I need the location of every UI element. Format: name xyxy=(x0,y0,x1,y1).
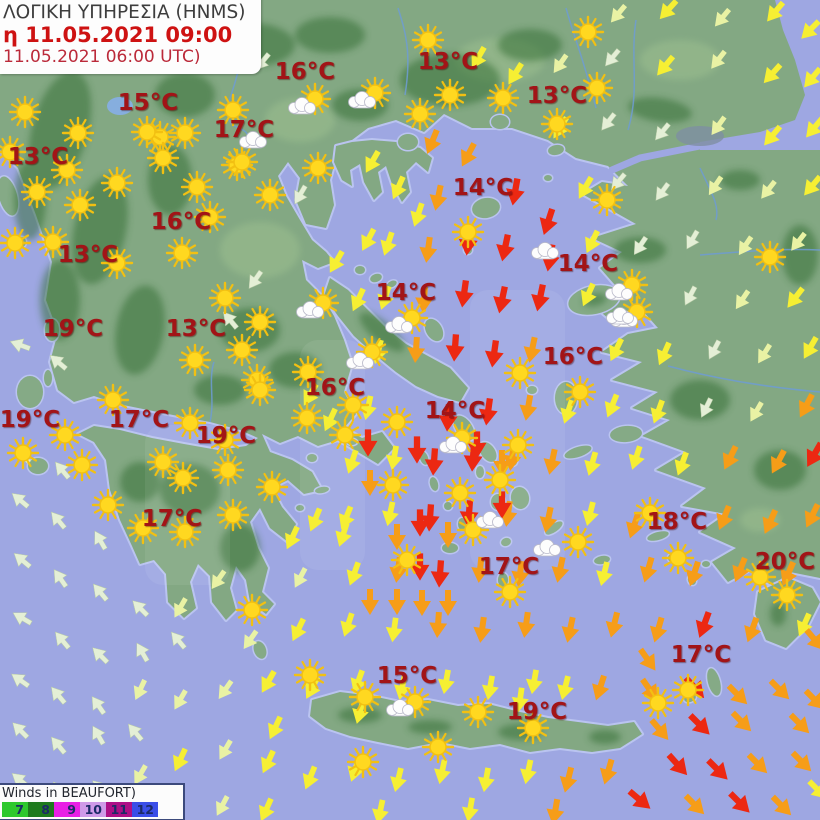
forecast-datetime-local: η 11.05.2021 09:00 xyxy=(3,23,233,48)
temperature-label: 17°C xyxy=(670,642,732,668)
temperature-label: 16°C xyxy=(542,344,604,370)
temperature-label: 15°C xyxy=(376,663,438,689)
temperature-label: 19°C xyxy=(506,699,568,725)
temperature-label: 14°C xyxy=(557,251,619,277)
temperature-label: 13°C xyxy=(417,49,479,75)
temperature-label: 13°C xyxy=(526,83,588,109)
beaufort-cell-8: 8 xyxy=(28,802,54,817)
forecast-datetime-utc: 11.05.2021 06:00 UTC) xyxy=(3,47,201,68)
beaufort-cell-10: 10 xyxy=(80,802,106,817)
temperature-label: 14°C xyxy=(452,175,514,201)
title-box: ΛΟΓΙΚΗ ΥΠΗΡΕΣΙΑ (HNMS) η 11.05.2021 09:0… xyxy=(0,0,261,74)
temperature-label: 20°C xyxy=(754,549,816,575)
wind-legend-title: Winds in BEAUFORT) xyxy=(2,786,136,801)
temperature-label: 14°C xyxy=(375,280,437,306)
dardanelles-strait xyxy=(608,142,704,174)
marmara-sea xyxy=(700,0,820,150)
temperature-label: 17°C xyxy=(141,506,203,532)
wind-legend: Winds in BEAUFORT) 7 8 9 10 11 12 xyxy=(0,783,185,820)
beaufort-cell-7: 7 xyxy=(2,802,28,817)
temperature-label: 18°C xyxy=(646,509,708,535)
temperature-label: 17°C xyxy=(478,554,540,580)
temperature-label: 16°C xyxy=(274,59,336,85)
temperature-label: 15°C xyxy=(117,90,179,116)
temperature-label: 13°C xyxy=(7,144,69,170)
temperature-label: 19°C xyxy=(42,316,104,342)
temperature-label: 16°C xyxy=(150,209,212,235)
beaufort-cell-11: 11 xyxy=(106,802,132,817)
beaufort-cell-12: 12 xyxy=(132,802,158,817)
temperature-label: 16°C xyxy=(304,375,366,401)
temperature-label: 19°C xyxy=(0,407,61,433)
temperature-label: 13°C xyxy=(57,242,119,268)
agency-title: ΛΟΓΙΚΗ ΥΠΗΡΕΣΙΑ (HNMS) xyxy=(3,2,246,23)
temperature-label: 14°C xyxy=(424,398,486,424)
temperature-label: 13°C xyxy=(165,316,227,342)
temperature-label: 19°C xyxy=(195,423,257,449)
beaufort-scale-bar: 7 8 9 10 11 12 xyxy=(2,802,180,817)
temperature-label: 17°C xyxy=(108,407,170,433)
beaufort-cell-9: 9 xyxy=(54,802,80,817)
temperature-label: 17°C xyxy=(213,117,275,143)
